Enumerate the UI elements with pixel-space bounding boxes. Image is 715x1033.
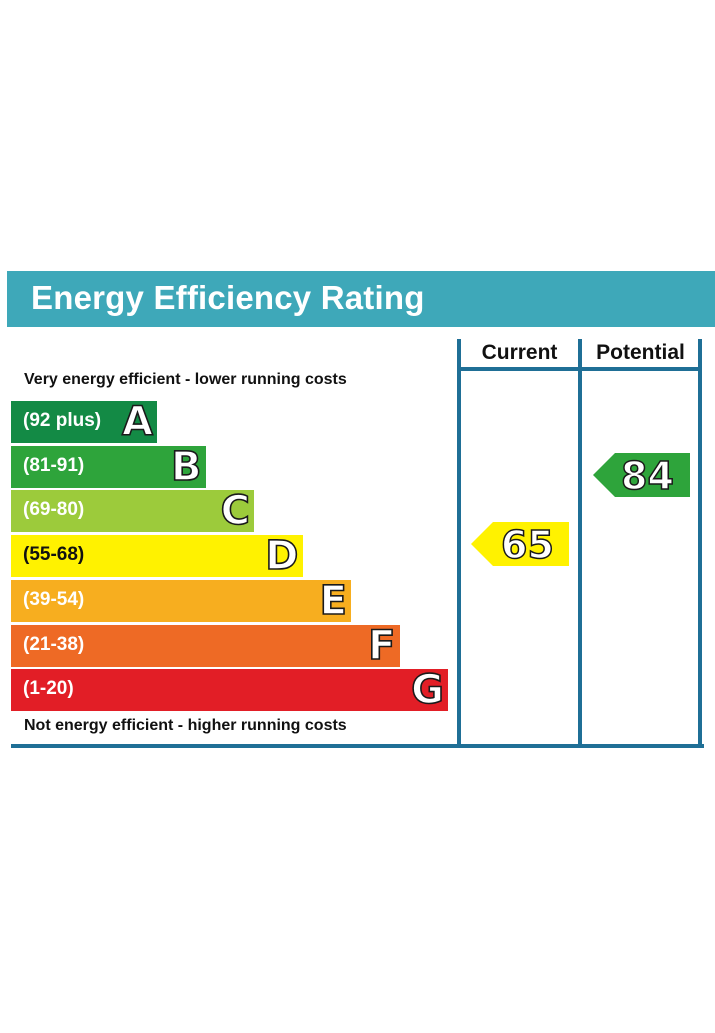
- band-d: (55-68) D: [11, 532, 303, 580]
- title-bar: Energy Efficiency Rating: [7, 271, 715, 327]
- bottom-caption: Not energy efficient - higher running co…: [24, 717, 347, 734]
- current-rating-value: 65: [500, 522, 554, 568]
- band-f: (21-38) F: [11, 622, 400, 670]
- current-arrow-shape: [471, 522, 569, 566]
- band-letter: E: [319, 577, 348, 625]
- band-a: (92 plus) A: [11, 398, 157, 446]
- band-range-label: (92 plus): [23, 410, 102, 431]
- band-range-label: (1-20): [23, 678, 74, 700]
- band-letter: B: [170, 443, 202, 491]
- divider-left: [457, 339, 461, 748]
- divider-right: [698, 339, 702, 748]
- band-g: (1-20) G: [11, 666, 448, 714]
- band-range-label: (21-38): [23, 633, 85, 655]
- page-title: Energy Efficiency Rating: [31, 279, 425, 316]
- band-range-label: (39-54): [23, 588, 85, 610]
- header-rule: [457, 367, 702, 371]
- band-letter: C: [220, 488, 251, 536]
- potential-column-header: Potential: [596, 341, 685, 364]
- potential-rating-value: 84: [620, 453, 674, 499]
- bottom-rule: [11, 744, 704, 748]
- potential-arrow-shape: [593, 453, 690, 497]
- band-letter: D: [264, 532, 299, 580]
- band-range-label: (55-68): [23, 544, 85, 566]
- band-range-label: (69-80): [23, 499, 85, 521]
- current-rating-arrow: 65: [471, 522, 569, 568]
- band-letter: G: [410, 666, 444, 714]
- band-b: (81-91) B: [11, 443, 206, 491]
- band-letter: F: [367, 622, 396, 670]
- divider-middle: [578, 339, 582, 748]
- current-column-header: Current: [481, 341, 558, 364]
- band-letter: A: [121, 398, 154, 446]
- band-c: (69-80) C: [11, 488, 254, 536]
- top-caption: Very energy efficient - lower running co…: [24, 371, 347, 388]
- band-range-label: (81-91): [23, 454, 85, 476]
- potential-rating-arrow: 84: [593, 453, 690, 499]
- band-e: (39-54) E: [11, 577, 351, 625]
